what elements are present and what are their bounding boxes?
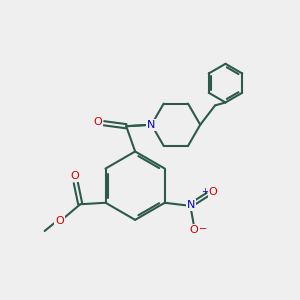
Text: O: O: [208, 187, 217, 197]
Text: N: N: [147, 120, 156, 130]
Text: +: +: [202, 188, 208, 196]
Text: O: O: [189, 225, 198, 235]
Text: N: N: [186, 200, 195, 210]
Text: −: −: [199, 224, 207, 234]
Text: O: O: [55, 216, 64, 226]
Text: O: O: [93, 117, 102, 127]
Text: N: N: [147, 120, 156, 130]
Text: O: O: [70, 171, 79, 181]
